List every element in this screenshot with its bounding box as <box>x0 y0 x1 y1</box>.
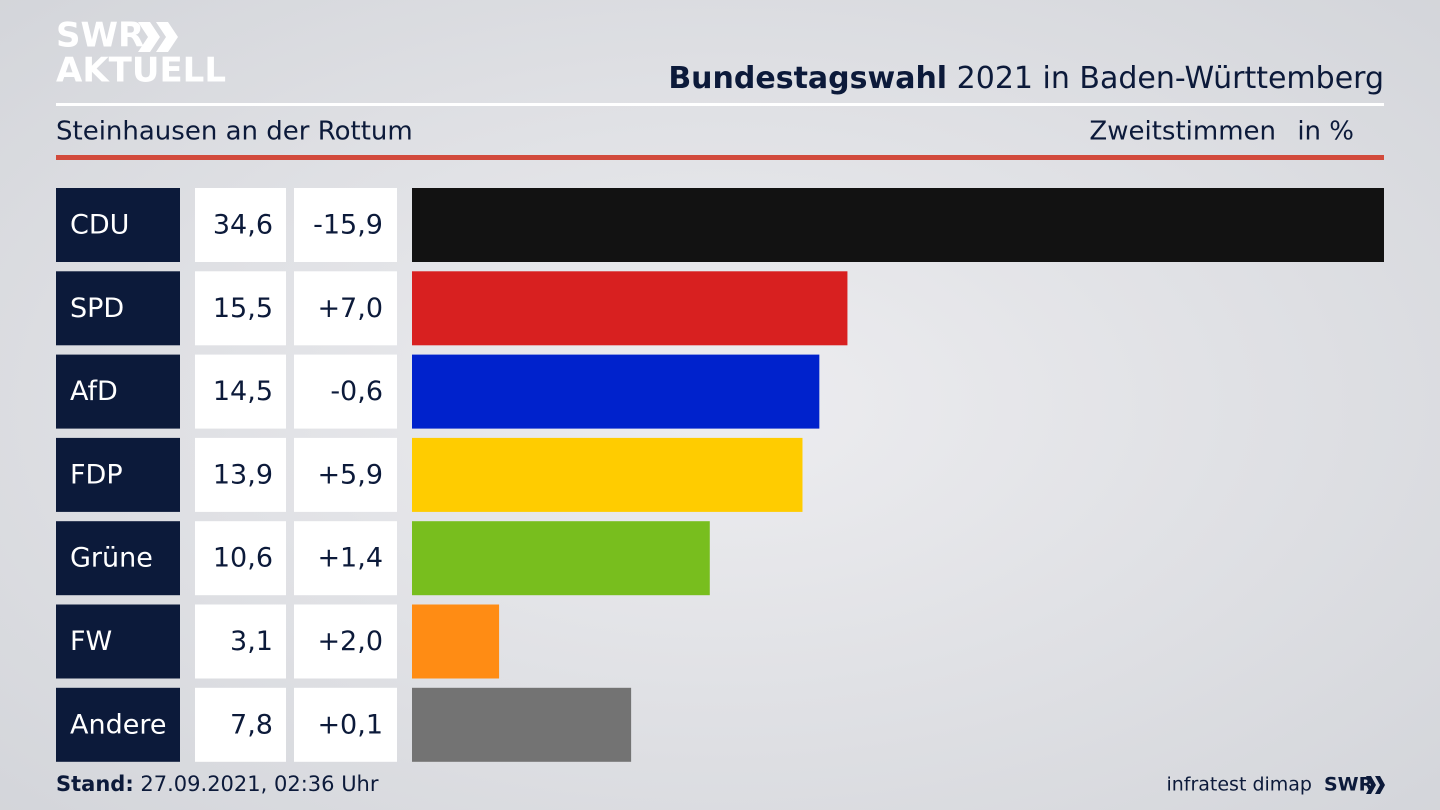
change-box <box>294 271 397 346</box>
party-box <box>56 188 180 262</box>
party-box <box>56 437 180 512</box>
value-label: 13,9 <box>213 459 273 490</box>
bar <box>412 271 848 346</box>
value-label: 10,6 <box>213 543 273 574</box>
brand-chevron <box>1366 776 1376 794</box>
value-box <box>195 687 286 762</box>
value-label: 7,8 <box>230 709 273 740</box>
brand: SWR <box>1324 774 1374 796</box>
change-label: -0,6 <box>330 376 383 407</box>
rows: CDU 34,6 -15,9 SPD 15,5 +7,0 AfD 14,5 -0,6 FDP 13,… <box>56 188 1384 762</box>
value-box <box>195 271 286 346</box>
value-label: 3,1 <box>230 626 273 657</box>
bar <box>412 521 710 596</box>
change-box <box>294 188 397 262</box>
party-label: SPD <box>70 293 124 324</box>
change-box <box>294 354 397 429</box>
logo-aktuell: AKTUELL <box>56 51 226 91</box>
value-label: 15,5 <box>213 293 273 324</box>
stand-date: 27.09.2021, 02:36 Uhr <box>140 772 378 796</box>
change-label: +1,4 <box>317 543 383 574</box>
bar <box>412 687 632 762</box>
value-label: 14,5 <box>213 376 273 407</box>
change-label: +2,0 <box>317 626 383 657</box>
party-label: Andere <box>70 709 166 740</box>
party-label: FDP <box>70 459 123 490</box>
party-label: Grüne <box>70 543 153 574</box>
logo-swr: SWR <box>56 16 144 56</box>
party-box <box>56 354 180 429</box>
brand-chevron <box>1375 776 1385 794</box>
party-box <box>56 604 180 679</box>
value-box <box>195 437 286 512</box>
accent-rule <box>56 155 1384 160</box>
party-box <box>56 271 180 346</box>
party-label: CDU <box>70 210 129 241</box>
change-box <box>294 521 397 596</box>
bar <box>412 188 1384 262</box>
unit: in % <box>1297 117 1354 147</box>
change-box <box>294 437 397 512</box>
subtitle: Steinhausen an der Rottum <box>56 117 413 147</box>
logo-chevron <box>156 22 178 52</box>
value-box <box>195 521 286 596</box>
title-rest: 2021 in Baden-Württemberg <box>957 61 1384 96</box>
change-label: +7,0 <box>317 293 383 324</box>
bar <box>412 437 803 512</box>
title-bold: Bundestagswahl <box>668 61 947 96</box>
stand: Stand: 27.09.2021, 02:36 Uhr <box>56 772 379 796</box>
party-box <box>56 521 180 596</box>
change-box <box>294 687 397 762</box>
change-label: +5,9 <box>317 459 383 490</box>
value-box <box>195 188 286 262</box>
measure: Zweitstimmen <box>1089 117 1276 147</box>
bar <box>412 604 500 679</box>
source: infratest dimap <box>1166 774 1312 796</box>
value-label: 34,6 <box>213 210 273 241</box>
bar <box>412 354 820 429</box>
value-box <box>195 354 286 429</box>
logo-chevron <box>138 22 160 52</box>
chart-title: Bundestagswahl 2021 in Baden-Württemberg <box>668 61 1384 96</box>
stand-label: Stand: <box>56 772 134 796</box>
party-label: AfD <box>70 376 118 407</box>
change-label: +0,1 <box>317 709 383 740</box>
change-box <box>294 604 397 679</box>
change-label: -15,9 <box>313 210 383 241</box>
header-rule <box>56 103 1384 106</box>
value-box <box>195 604 286 679</box>
party-label: FW <box>70 626 112 657</box>
party-box <box>56 687 180 762</box>
